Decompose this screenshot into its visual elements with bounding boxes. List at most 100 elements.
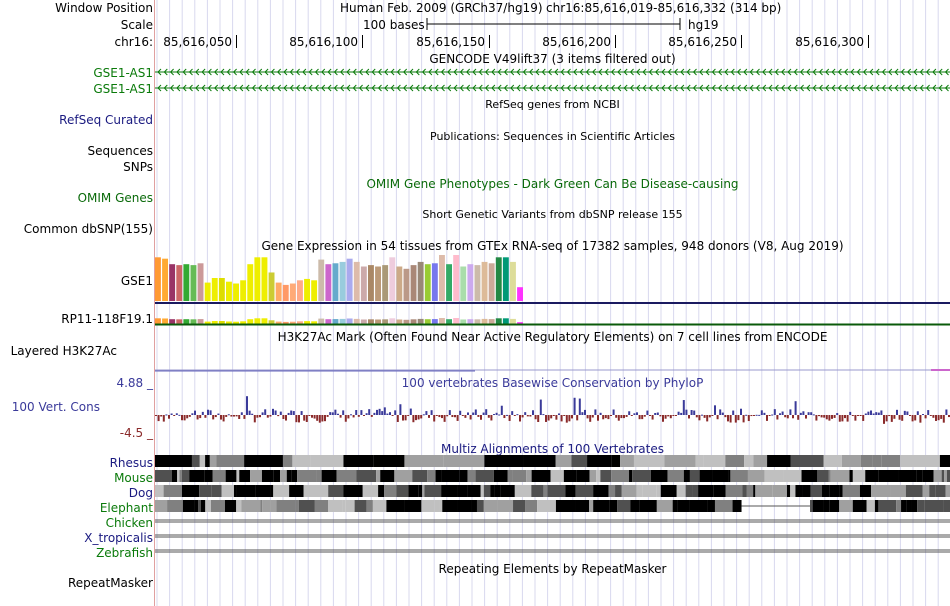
conservation-bar xyxy=(805,415,807,419)
strand-arrow xyxy=(535,84,540,92)
conservation-bar xyxy=(703,415,706,418)
alignment-block xyxy=(434,500,440,512)
strand-arrow xyxy=(283,84,288,92)
conservation-bar xyxy=(430,410,433,415)
gtex-tissue-bar-2 xyxy=(218,321,225,324)
multiz-species-chicken[interactable]: Chicken xyxy=(105,516,153,530)
dbsnp-track-label[interactable]: Common dbSNP(155) xyxy=(23,222,153,236)
multiz-species-rhesus[interactable]: Rhesus xyxy=(109,456,153,470)
strand-arrow xyxy=(163,84,168,92)
strand-arrow xyxy=(944,68,949,76)
strand-arrow xyxy=(503,84,508,92)
strand-arrow xyxy=(314,84,319,92)
conservation-bar xyxy=(428,415,430,418)
alignment-block xyxy=(755,485,773,497)
strand-arrow xyxy=(831,84,836,92)
conservation-bar xyxy=(274,410,277,415)
gtex-tissue-bar-2 xyxy=(510,318,516,324)
gtex-gene1-label[interactable]: GSE1 xyxy=(120,274,153,288)
h3k27ac-track-label[interactable]: Layered H3K27Ac xyxy=(10,344,117,358)
multiz-species-mouse[interactable]: Mouse xyxy=(114,471,153,485)
omim-track-label[interactable]: OMIM Genes xyxy=(77,191,153,205)
gtex-tissue-bar-2 xyxy=(467,319,474,324)
gtex-tissue-bar-2 xyxy=(268,320,275,324)
conservation-bar xyxy=(810,412,813,415)
conservation-bar xyxy=(841,415,844,422)
alignment-block xyxy=(677,500,690,512)
gtex-tissue-bar xyxy=(460,266,467,301)
strand-arrow xyxy=(157,68,162,76)
alignment-block xyxy=(457,485,468,497)
conservation-bar xyxy=(662,415,664,422)
conservation-bar xyxy=(425,411,428,415)
alignment-block xyxy=(664,455,696,467)
gtex-tissue-bar xyxy=(197,263,204,301)
conservation-bar xyxy=(901,415,904,421)
strand-arrow xyxy=(862,84,867,92)
gtex-tissue-bar-2 xyxy=(502,318,509,324)
alignment-block xyxy=(829,500,840,512)
conservation-bar xyxy=(820,415,823,418)
strand-arrow xyxy=(289,84,294,92)
gtex-gene2-label[interactable]: RP11-118F19.1 xyxy=(61,312,153,326)
alignment-block xyxy=(408,485,419,497)
gtex-tissue-bar-2 xyxy=(453,318,460,324)
conservation-bar xyxy=(381,411,384,415)
strand-arrow xyxy=(843,84,849,92)
publications-sequences-label[interactable]: Sequences xyxy=(87,144,153,158)
alignment-block xyxy=(810,485,823,497)
conservation-wiggle[interactable] xyxy=(155,392,950,442)
conservation-bar xyxy=(329,412,332,415)
gtex-tissue-bar xyxy=(510,261,516,301)
conservation-track-label[interactable]: 100 Vert. Cons xyxy=(11,400,100,414)
conservation-bar xyxy=(849,411,852,415)
conservation-bar xyxy=(633,413,636,415)
gencode-item-label-1[interactable]: GSE1-AS1 xyxy=(93,66,153,80)
strand-arrow xyxy=(409,68,414,76)
strand-arrow xyxy=(232,84,237,92)
alignment-block xyxy=(181,485,200,497)
gtex-tissue-bar-2 xyxy=(190,319,197,324)
multiz-species-zebrafish[interactable]: Zebrafish xyxy=(96,546,153,560)
gencode-item-label-2[interactable]: GSE1-AS1 xyxy=(93,82,153,96)
conservation-bar xyxy=(864,413,867,415)
alignment-block xyxy=(660,485,677,497)
conservation-bar xyxy=(446,415,449,417)
alignment-block xyxy=(839,485,843,497)
alignment-block xyxy=(236,485,256,497)
gtex-tissue-bar-2 xyxy=(254,318,261,324)
gtex-tissue-bar-2 xyxy=(226,321,232,324)
gtex-tissue-bar xyxy=(502,257,509,301)
conservation-bar xyxy=(542,414,545,416)
gtex-tissue-bar xyxy=(297,280,303,301)
multiz-species-x-tropicalis[interactable]: X_tropicalis xyxy=(84,531,153,545)
strand-arrow xyxy=(503,68,508,76)
multiz-species-dog[interactable]: Dog xyxy=(128,486,153,500)
strand-arrow xyxy=(837,68,842,76)
strand-arrow xyxy=(869,84,874,92)
alignment-block xyxy=(563,470,577,482)
multiz-alignment-blocks[interactable] xyxy=(155,455,950,555)
strand-arrow xyxy=(793,68,798,76)
repeatmasker-track-label[interactable]: RepeatMasker xyxy=(67,576,153,590)
multiz-species-elephant[interactable]: Elephant xyxy=(99,501,153,515)
strand-arrow xyxy=(699,68,704,76)
gtex-expression-bars[interactable] xyxy=(155,252,950,327)
refseq-track-label[interactable]: RefSeq Curated xyxy=(59,113,153,127)
strand-arrow xyxy=(667,84,672,92)
conservation-bar xyxy=(784,415,787,418)
strand-arrow xyxy=(478,84,483,92)
conservation-bar xyxy=(526,415,529,417)
publications-snps-label[interactable]: SNPs xyxy=(123,160,153,174)
strand-arrow xyxy=(352,68,357,76)
strand-arrow xyxy=(465,84,471,92)
alignment-block xyxy=(917,500,925,512)
gtex-tissue-bar-2 xyxy=(389,318,396,324)
conservation-bar xyxy=(469,415,472,420)
conservation-bar xyxy=(664,415,667,419)
alignment-block xyxy=(236,470,240,482)
conservation-bar xyxy=(716,415,719,420)
strand-arrow xyxy=(276,68,282,76)
ruler-tick-mark xyxy=(868,35,869,48)
gencode-features[interactable] xyxy=(155,64,950,104)
